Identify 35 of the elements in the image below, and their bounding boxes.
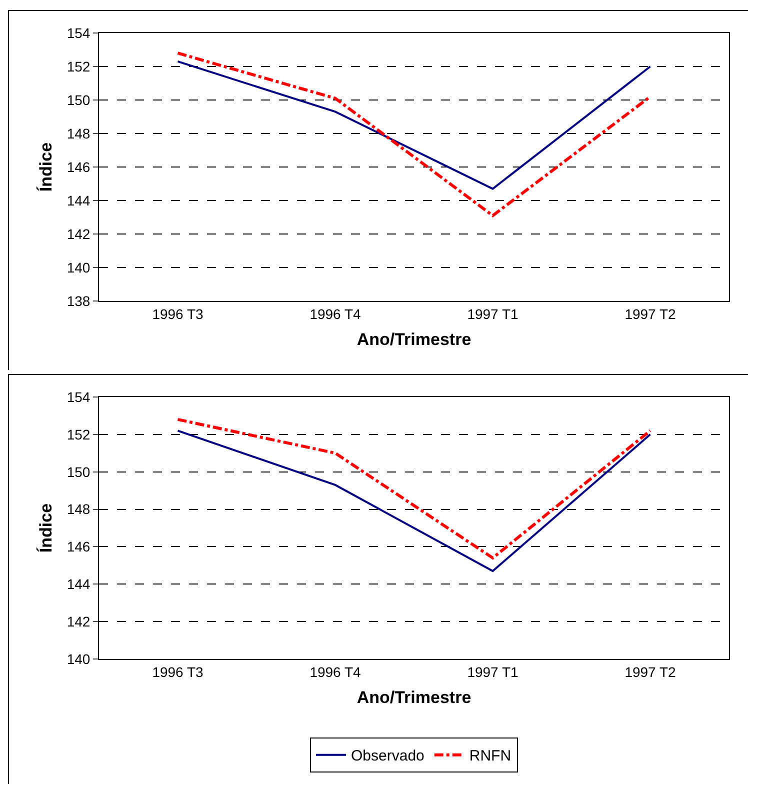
y-tick-label: 152 [66,58,90,74]
y-tick-label: 140 [66,650,90,667]
y-axis-title: Índice [35,503,56,553]
y-axis-title: Índice [35,142,56,192]
y-tick-label: 152 [66,426,90,442]
x-tick-label: 1997 T1 [467,664,519,680]
y-tick-label: 146 [66,158,90,175]
y-tick-label: 150 [66,92,90,108]
y-tick-label: 148 [66,501,90,518]
x-tick-label: 1997 T2 [624,306,676,322]
y-tick-label: 154 [66,24,90,41]
x-tick-label: 1997 T2 [624,664,676,680]
y-tick-label: 144 [66,192,90,208]
y-tick-label: 148 [66,125,90,142]
x-tick-label: 1996 T3 [152,306,204,322]
x-tick-label: 1996 T4 [310,664,362,680]
y-tick-label: 144 [66,576,90,592]
y-tick-label: 142 [66,226,90,242]
x-tick-label: 1996 T4 [310,306,362,322]
x-tick-label: 1996 T3 [152,664,204,680]
y-tick-label: 150 [66,464,90,480]
line-series [176,60,652,190]
y-tick-label: 154 [66,388,90,405]
x-tick-label: 1997 T1 [467,306,519,322]
line-series [176,52,652,218]
y-tick-label: 142 [66,613,90,630]
legend-label: RNFN [469,748,512,765]
x-axis-title: Ano/Trimestre [356,688,472,708]
y-tick-label: 138 [66,292,90,309]
line-series [176,418,652,560]
y-tick-label: 146 [66,538,90,555]
line-series [176,430,652,572]
y-tick-label: 140 [66,259,90,276]
x-axis-title: Ano/Trimestre [356,330,472,350]
legend-label: Observado [351,748,424,765]
